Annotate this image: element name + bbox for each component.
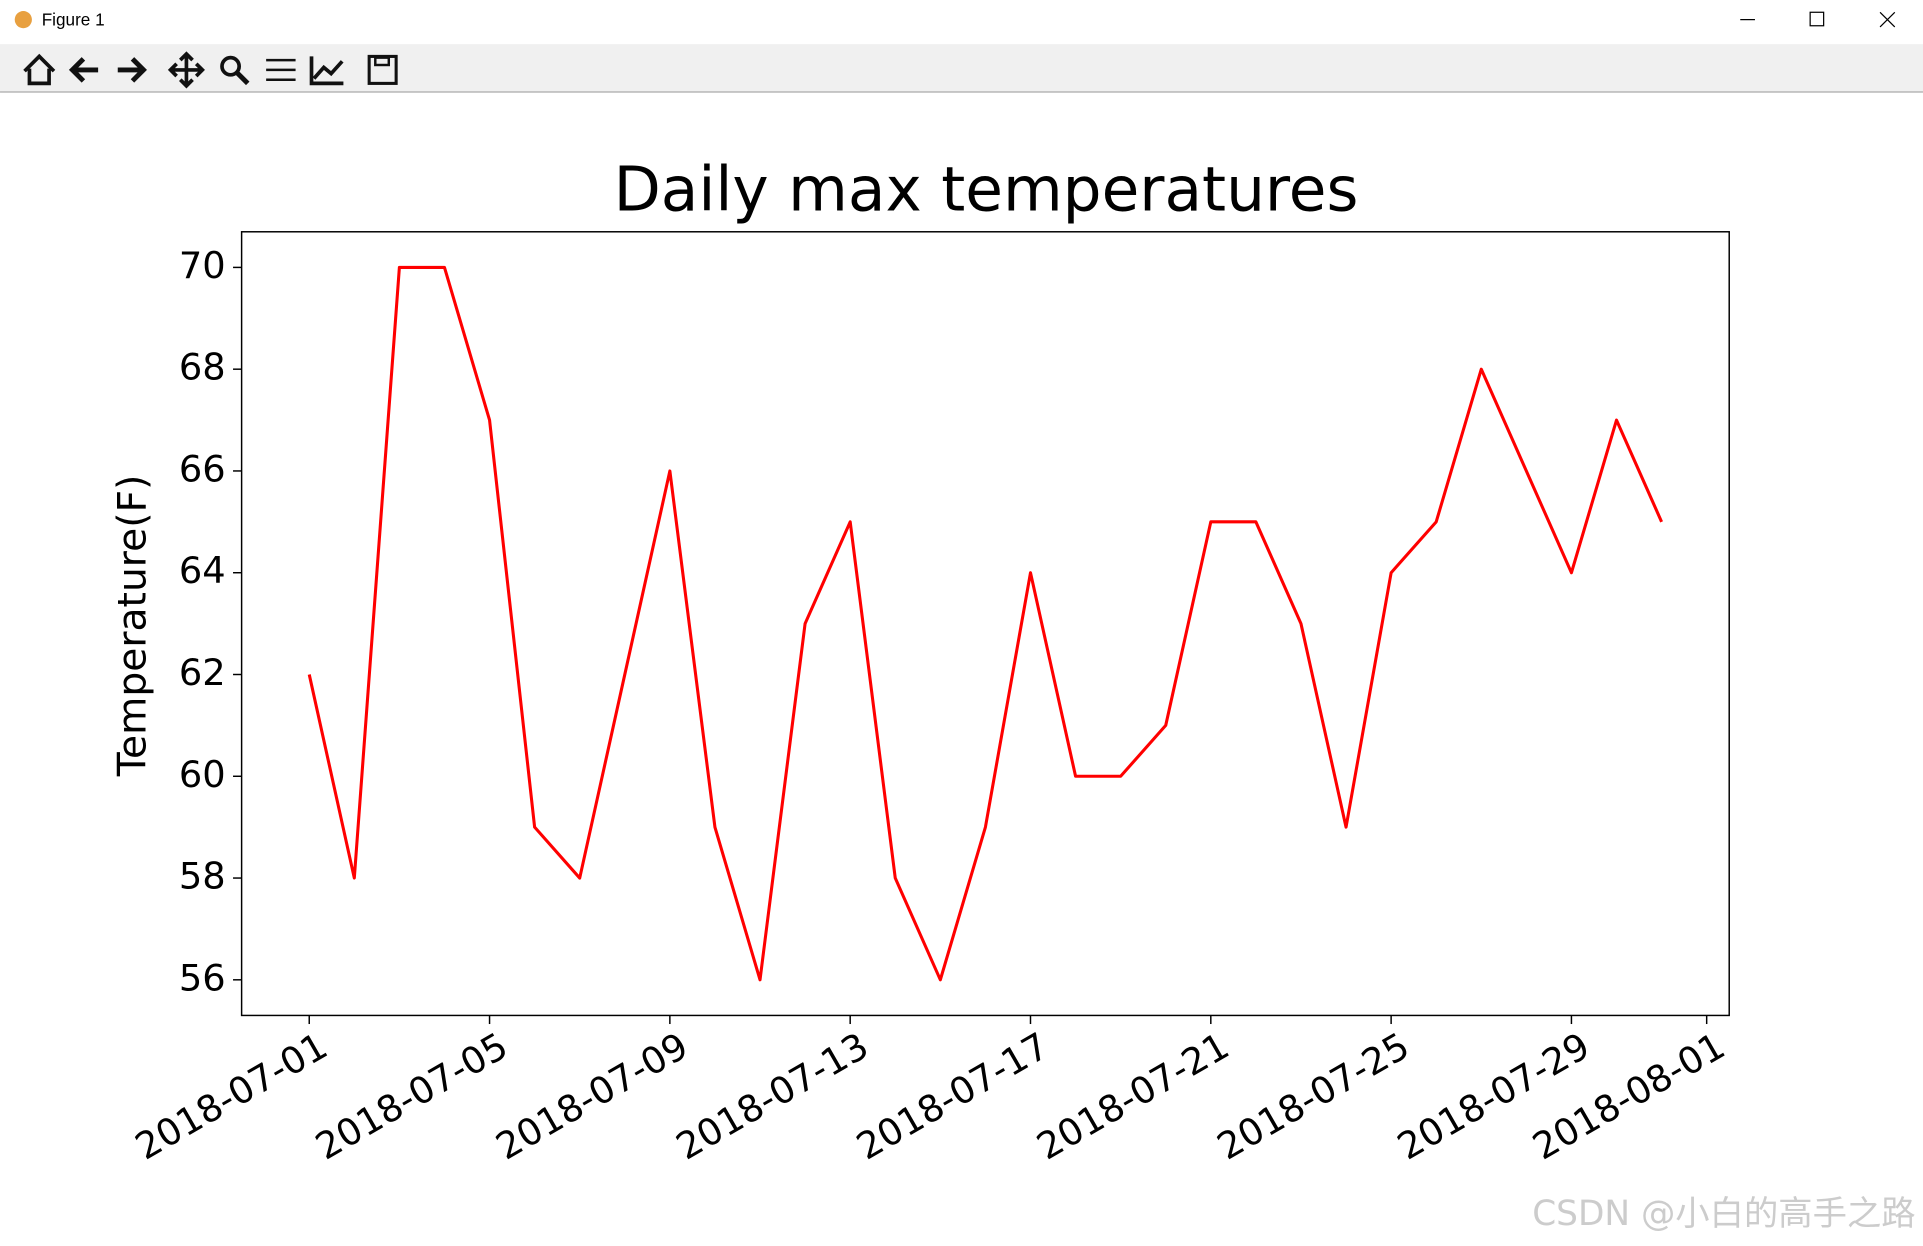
maximize-button[interactable] — [1809, 11, 1825, 27]
title-bar — [0, 0, 1923, 42]
y-tick-label: 58 — [179, 855, 226, 898]
watermark: CSDN @小白的高手之路 — [1532, 1194, 1915, 1234]
subplots-button[interactable] — [266, 58, 296, 81]
y-tick-label: 64 — [179, 549, 226, 592]
zoom-button[interactable] — [220, 55, 242, 77]
y-tick-label: 56 — [179, 956, 226, 999]
customize-button[interactable] — [309, 56, 344, 86]
y-tick-label: 70 — [179, 244, 226, 287]
app-icon — [14, 11, 32, 29]
back-button[interactable] — [68, 57, 99, 83]
axes-frame — [240, 231, 1730, 1017]
forward-button[interactable] — [117, 57, 147, 83]
line-series — [307, 265, 1663, 982]
zoom-handle — [234, 70, 250, 86]
y-tick-label: 60 — [179, 753, 226, 796]
y-tick-label: 68 — [179, 346, 226, 389]
home-button[interactable] — [23, 53, 56, 86]
y-tick-label: 62 — [179, 651, 226, 694]
close-button[interactable] — [1879, 11, 1896, 28]
y-axis-label: Temperature(F) — [110, 475, 155, 778]
y-tick-label: 66 — [179, 447, 226, 490]
toolbar-icons — [23, 51, 398, 89]
toolbar — [0, 44, 1923, 92]
save-icon-detail — [374, 56, 391, 67]
chart-title: Daily max temperatures — [614, 154, 1359, 225]
window-title: Figure 1 — [42, 9, 105, 29]
pan-button[interactable] — [167, 51, 205, 89]
